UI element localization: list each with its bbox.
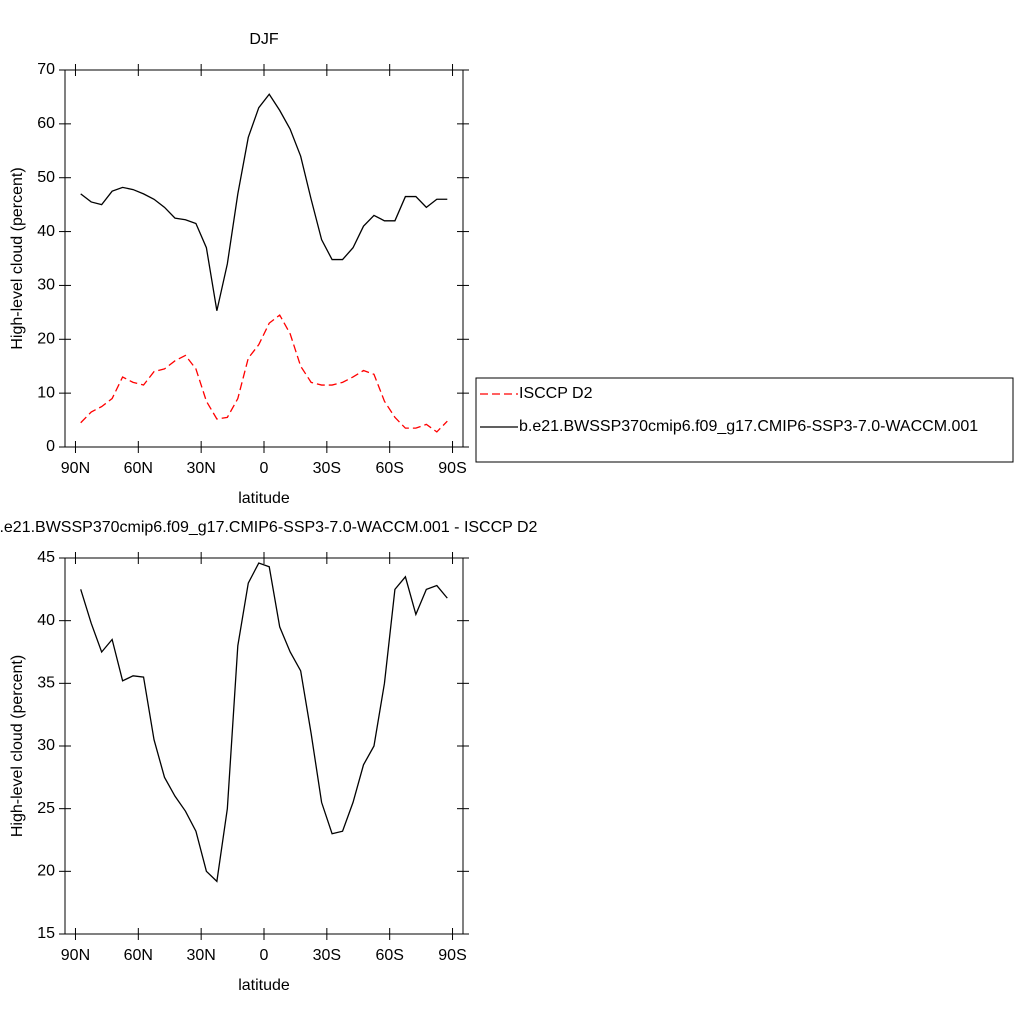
x-tick-label: 60N — [124, 460, 153, 477]
y-tick-label: 30 — [37, 277, 55, 294]
y-tick-label: 20 — [37, 331, 55, 348]
y-tick-label: 40 — [37, 223, 55, 240]
chart-title: DJF — [249, 31, 279, 48]
chart-title: b.e21.BWSSP370cmip6.f09_g17.CMIP6-SSP3-7… — [0, 519, 538, 536]
y-tick-label: 45 — [37, 549, 55, 566]
y-tick-label: 10 — [37, 384, 55, 401]
y-tick-label: 0 — [46, 438, 55, 455]
data-line — [80, 314, 448, 433]
data-line — [80, 562, 448, 883]
x-tick-label: 60S — [375, 460, 403, 477]
y-tick-label: 35 — [37, 675, 55, 692]
x-tick-label: 30N — [186, 460, 215, 477]
y-tick-label: 70 — [37, 61, 55, 78]
x-tick-label: 90N — [61, 947, 90, 964]
legend-box — [475, 377, 1014, 463]
y-tick-label: 50 — [37, 169, 55, 186]
plot-frame — [64, 557, 464, 935]
x-tick-label: 0 — [260, 460, 269, 477]
legend-label: b.e21.BWSSP370cmip6.f09_g17.CMIP6-SSP3-7… — [519, 418, 978, 435]
y-tick-label: 30 — [37, 737, 55, 754]
x-tick-label: 30N — [186, 947, 215, 964]
y-tick-label: 20 — [37, 863, 55, 880]
legend-label: ISCCP D2 — [519, 385, 593, 402]
x-axis-label: latitude — [238, 977, 290, 994]
x-tick-label: 0 — [260, 947, 269, 964]
x-tick-label: 90N — [61, 460, 90, 477]
x-axis-label: latitude — [238, 490, 290, 507]
data-line — [80, 93, 448, 311]
x-tick-label: 90S — [438, 460, 466, 477]
x-tick-label: 30S — [313, 460, 341, 477]
y-tick-label: 15 — [37, 925, 55, 942]
y-tick-label: 40 — [37, 612, 55, 629]
x-tick-label: 60S — [375, 947, 403, 964]
x-tick-label: 60N — [124, 947, 153, 964]
legend: ISCCP D2 b.e21.BWSSP370cmip6.f09_g17.CMIP… — [475, 377, 1014, 463]
x-tick-label: 30S — [313, 947, 341, 964]
y-tick-label: 60 — [37, 115, 55, 132]
y-tick-label: 25 — [37, 800, 55, 817]
x-tick-label: 90S — [438, 947, 466, 964]
y-axis-label: High-level cloud (percent) — [9, 655, 26, 837]
y-axis-label: High-level cloud (percent) — [9, 167, 26, 349]
plot-frame — [64, 69, 464, 448]
